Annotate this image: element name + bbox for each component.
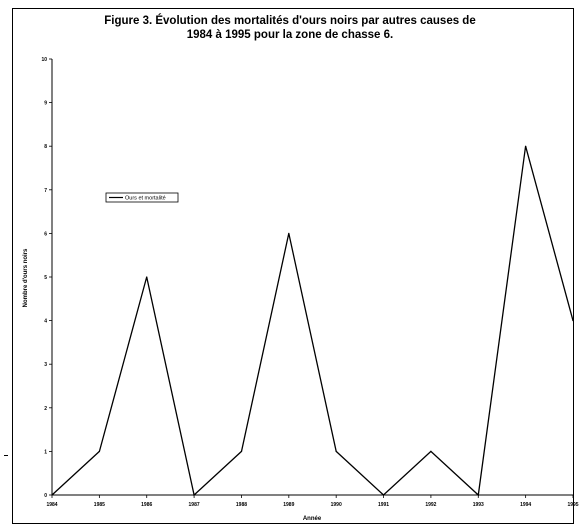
- chart-title-line-2: 1984 à 1995 pour la zone de chasse 6.: [186, 29, 394, 41]
- x-axis-label: Année: [303, 516, 322, 522]
- y-tick-labels: 0 1 2 3 4 5 6 7 8 9 10: [41, 57, 47, 499]
- data-point: [477, 494, 479, 496]
- y-tick-label: 6: [44, 231, 47, 237]
- x-tick-label: 1991: [378, 502, 389, 508]
- legend-label: Ours et mortalité: [125, 196, 166, 202]
- x-tick-label: 1995: [567, 502, 578, 508]
- x-tick-label: 1987: [189, 502, 200, 508]
- axes: [49, 58, 574, 498]
- y-tick-label: 5: [44, 275, 47, 281]
- y-tick-label: 3: [44, 362, 47, 368]
- data-point: [98, 450, 100, 452]
- data-point: [193, 494, 195, 496]
- data-point: [525, 145, 527, 147]
- x-tick-label: 1984: [46, 502, 57, 508]
- y-tick-label: 8: [44, 144, 47, 150]
- data-point: [382, 494, 385, 496]
- data-point: [51, 494, 53, 496]
- margin-mark: [4, 455, 8, 456]
- data-point: [430, 450, 432, 452]
- legend: Ours et mortalité: [105, 192, 179, 203]
- y-tick-label: 7: [44, 188, 47, 194]
- y-tick-label: 0: [44, 493, 47, 499]
- y-tick-label: 10: [41, 57, 47, 63]
- x-tick-label: 1985: [94, 502, 105, 508]
- x-tick-label: 1989: [283, 502, 294, 508]
- y-tick-label: 1: [44, 449, 47, 455]
- data-point: [240, 450, 243, 452]
- x-tick-labels: 1984 1985 1986 1987 1988 1989 1990 1991 1992 1993…: [46, 502, 578, 508]
- series-layer: [51, 145, 574, 497]
- x-tick-label: 1986: [141, 502, 152, 508]
- data-point: [146, 276, 148, 278]
- y-tick-label: 2: [44, 406, 47, 412]
- x-tick-label: 1994: [520, 502, 531, 508]
- x-tick-label: 1990: [331, 502, 342, 508]
- x-tick-label: 1993: [473, 502, 484, 508]
- y-tick-label: 4: [44, 319, 47, 325]
- x-tick-label: 1988: [236, 502, 247, 508]
- chart-frame: [12, 8, 574, 524]
- x-tick-label: 1992: [425, 502, 436, 508]
- y-tick-label: 9: [44, 101, 47, 107]
- chart-title: Figure 3. Évolution des mortalités d'our…: [0, 14, 580, 42]
- data-point: [288, 232, 290, 234]
- legend-box: [105, 192, 179, 203]
- chart-title-line-1: Figure 3. Évolution des mortalités d'our…: [104, 15, 476, 27]
- data-point: [335, 450, 337, 452]
- series-line: [51, 146, 574, 497]
- data-point: [572, 320, 574, 322]
- y-axis-label: Nombre d'ours noirs: [23, 248, 29, 307]
